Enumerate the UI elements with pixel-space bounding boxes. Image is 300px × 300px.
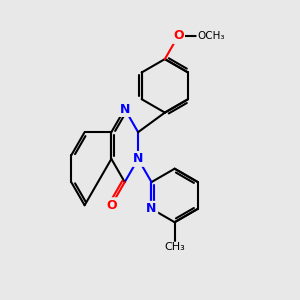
Text: O: O [173,29,184,42]
Text: OCH₃: OCH₃ [197,31,224,41]
Text: N: N [133,152,143,165]
Text: N: N [119,103,130,116]
Text: CH₃: CH₃ [164,242,185,252]
Text: N: N [146,202,157,215]
Text: O: O [106,199,117,212]
